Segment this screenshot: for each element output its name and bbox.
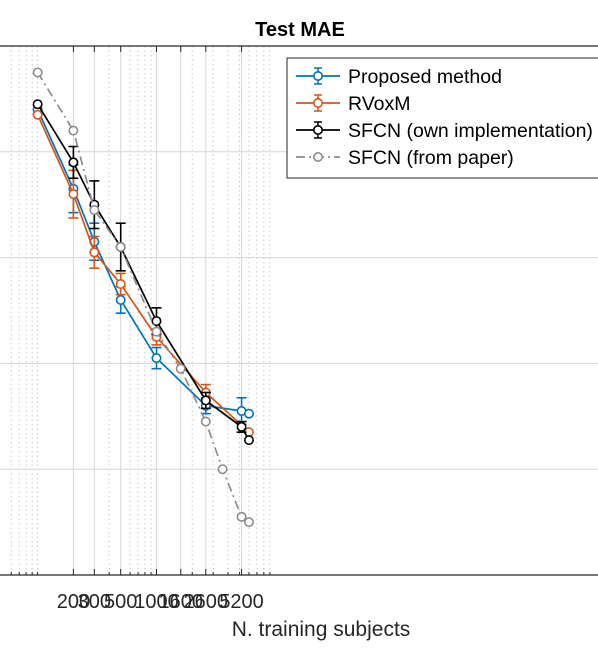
legend-label: SFCN (own implementation) — [348, 120, 593, 142]
legend-box — [286, 57, 598, 179]
data-point — [68, 125, 79, 136]
data-point — [89, 204, 100, 215]
data-point — [68, 189, 79, 200]
chart-title: Test MAE — [255, 19, 345, 41]
data-point — [243, 435, 254, 446]
x-tick-label: 5200 — [219, 591, 264, 613]
legend: Proposed method RVoxM SFCN (own implementa… — [286, 57, 598, 179]
data-point — [32, 99, 43, 110]
data-point — [32, 67, 43, 78]
data-point — [243, 408, 254, 419]
data-point — [236, 421, 247, 432]
data-point — [151, 316, 162, 327]
x-tick-label: 500 — [104, 591, 137, 613]
plot-area — [32, 67, 254, 528]
data-point — [175, 363, 186, 374]
x-tick-label: 2600 — [184, 591, 229, 613]
data-point — [217, 464, 228, 475]
series-line — [36, 103, 250, 441]
data-point — [115, 279, 126, 290]
data-point — [200, 395, 211, 406]
legend-label: SFCN (from paper) — [348, 147, 514, 169]
data-point — [32, 109, 43, 120]
data-point — [68, 157, 79, 168]
legend-marker — [312, 125, 323, 136]
legend-marker — [312, 71, 323, 82]
legend-marker — [312, 152, 323, 163]
data-point — [236, 511, 247, 522]
data-point — [200, 416, 211, 427]
series-0 — [32, 104, 254, 426]
legend-label: RVoxM — [348, 93, 411, 115]
data-point — [89, 247, 100, 258]
data-point — [151, 353, 162, 364]
series-1 — [32, 109, 254, 438]
x-tick-label: 1600 — [158, 591, 203, 613]
grid — [0, 46, 598, 575]
x-axis-label: N. training subjects — [232, 618, 411, 641]
x-tick-label: 1000 — [134, 591, 179, 613]
data-point — [115, 242, 126, 253]
axes — [0, 45, 598, 576]
x-tick-label: 200 — [57, 591, 90, 613]
x-tick-label: 300 — [78, 591, 111, 613]
series-line — [36, 72, 250, 523]
series-3 — [32, 67, 254, 528]
data-point — [243, 517, 254, 528]
legend-marker — [312, 98, 323, 109]
data-point — [151, 326, 162, 337]
data-point — [115, 294, 126, 305]
legend-label: Proposed method — [348, 66, 502, 88]
